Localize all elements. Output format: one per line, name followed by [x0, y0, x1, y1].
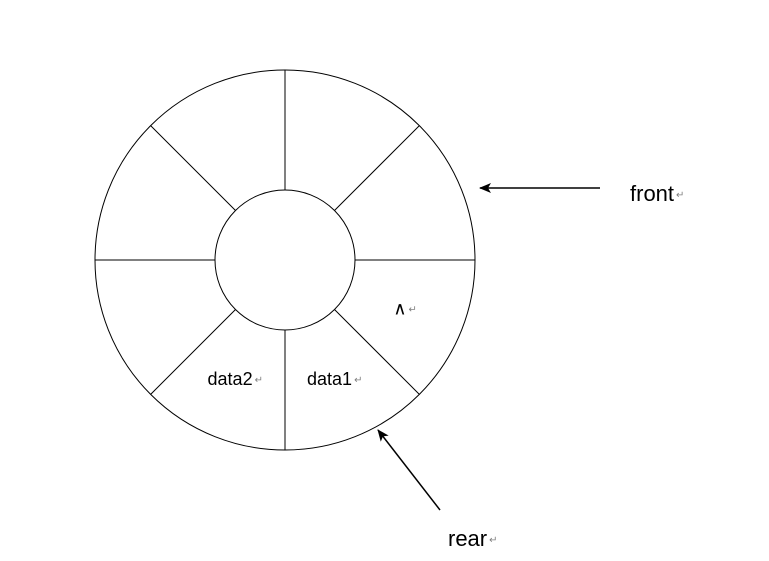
queue-ring	[95, 70, 475, 450]
rear-pointer-label: rear↵	[448, 526, 498, 551]
rear-pointer-arrow	[378, 430, 440, 510]
front-pointer-label: front↵	[630, 181, 684, 206]
circular-queue-diagram: ∧↵data1↵data2↵ front↵rear↵	[0, 0, 769, 561]
